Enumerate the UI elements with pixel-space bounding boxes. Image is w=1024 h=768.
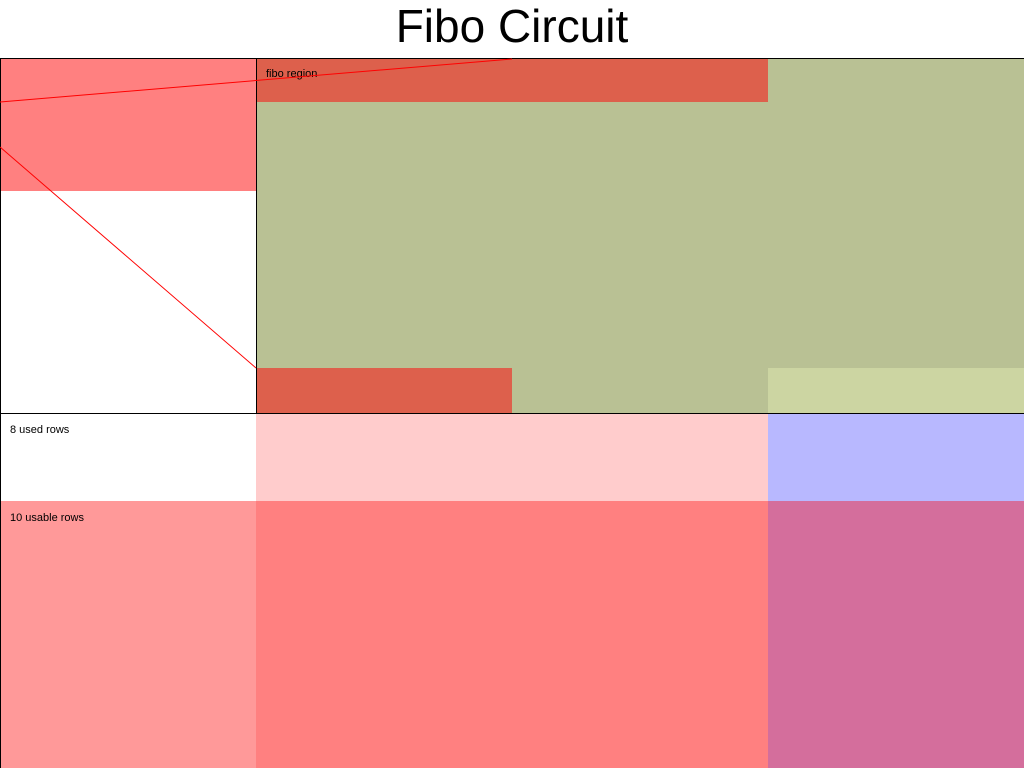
diagram-title: Fibo Circuit [395,0,629,52]
usable-rows-middle-red [256,501,768,768]
fibo-region-green [256,59,1024,368]
used-rows-right-blue [768,413,1024,501]
used-rows-label: 8 used rows [10,424,70,436]
border-middle-horizontal [0,413,1024,414]
cell-top-left-white [0,191,256,413]
usable-rows-label: 10 usable rows [10,512,84,524]
fibo-region-bottom-left-red [256,368,512,413]
border-top [0,58,1024,59]
used-rows-middle-pink [256,413,768,501]
fibo-region-label: fibo region [266,68,318,80]
usable-rows-right-purple [768,501,1024,768]
border-region-left [256,58,257,414]
usable-rows-left-pink [0,501,256,768]
fibo-region-top-bar [256,59,768,102]
used-rows-left-white [0,413,256,501]
fibo-region-bottom-middle-green [512,368,768,413]
cell-top-left-red [0,59,256,191]
fibo-region-bottom-right-light-green [768,368,1024,413]
